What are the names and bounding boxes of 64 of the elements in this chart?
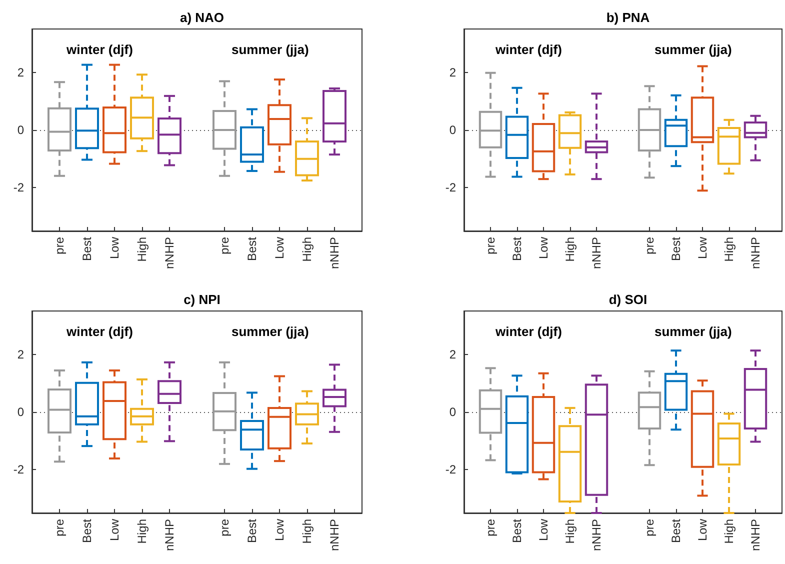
x-tick-label: High xyxy=(563,237,577,262)
x-tick-label: pre xyxy=(218,518,232,536)
x-tick-label: pre xyxy=(642,236,656,254)
y-tick-label: 0 xyxy=(17,405,24,419)
x-tick-label: nNHP xyxy=(590,519,604,552)
x-tick-label: Best xyxy=(245,236,259,262)
x-tick-label: Low xyxy=(108,518,122,542)
x-tick-label: Low xyxy=(696,236,710,260)
annotation: winter (djf) xyxy=(66,324,133,339)
annotation: winter (djf) xyxy=(494,42,562,57)
x-tick-label: nNHP xyxy=(328,237,342,270)
x-tick-label: High xyxy=(135,519,149,544)
y-tick-label: -2 xyxy=(445,462,456,477)
chart-title: b) PNA xyxy=(606,10,650,25)
x-tick-label: High xyxy=(300,237,314,262)
x-tick-label: Best xyxy=(669,236,683,262)
x-tick-label: Best xyxy=(245,518,259,544)
y-tick-label: -2 xyxy=(13,180,24,195)
x-tick-label: nNHP xyxy=(748,519,762,552)
x-tick-label: pre xyxy=(52,518,66,536)
annotation: winter (djf) xyxy=(66,42,133,57)
x-tick-label: Best xyxy=(669,518,683,544)
x-tick-label: Low xyxy=(536,518,550,542)
y-tick-label: 0 xyxy=(17,123,24,137)
y-tick-label: 0 xyxy=(449,405,456,419)
annotation: summer (jja) xyxy=(654,42,732,57)
y-tick-label: 2 xyxy=(449,347,456,362)
y-tick-label: -2 xyxy=(13,462,24,477)
x-tick-label: nNHP xyxy=(162,519,176,552)
annotation: summer (jja) xyxy=(654,324,732,339)
x-tick-label: pre xyxy=(484,236,498,254)
x-tick-label: Best xyxy=(510,236,524,262)
x-tick-label: pre xyxy=(642,518,656,536)
x-tick-label: pre xyxy=(218,236,232,254)
annotation: winter (djf) xyxy=(494,324,562,339)
x-tick-label: nNHP xyxy=(328,519,342,552)
y-tick-label: 2 xyxy=(17,65,24,80)
x-tick-label: Best xyxy=(510,518,524,544)
x-tick-label: High xyxy=(722,237,736,262)
x-tick-label: pre xyxy=(52,236,66,254)
annotation: summer (jja) xyxy=(232,42,309,57)
x-tick-label: Best xyxy=(80,518,94,544)
x-tick-label: Low xyxy=(696,518,710,542)
x-tick-label: nNHP xyxy=(590,237,604,270)
x-tick-label: Low xyxy=(108,236,122,260)
x-tick-label: Low xyxy=(536,236,550,260)
y-tick-label: 0 xyxy=(449,123,456,137)
x-tick-label: nNHP xyxy=(162,237,176,270)
y-tick-label: 2 xyxy=(17,347,24,362)
x-tick-label: High xyxy=(563,519,577,544)
chart-title: c) NPI xyxy=(184,292,220,307)
x-tick-label: pre xyxy=(484,518,498,536)
x-tick-label: High xyxy=(135,237,149,262)
x-tick-label: Low xyxy=(272,518,286,542)
chart-title: a) NAO xyxy=(180,10,224,25)
x-tick-label: Low xyxy=(272,236,286,260)
y-tick-label: 2 xyxy=(449,65,456,80)
annotation: summer (jja) xyxy=(232,324,309,339)
chart-title: d) SOI xyxy=(608,292,648,307)
x-tick-label: High xyxy=(300,519,314,544)
x-tick-label: Best xyxy=(80,236,94,262)
y-tick-label: -2 xyxy=(445,180,456,195)
x-tick-label: High xyxy=(722,519,736,544)
x-tick-label: nNHP xyxy=(748,237,762,270)
